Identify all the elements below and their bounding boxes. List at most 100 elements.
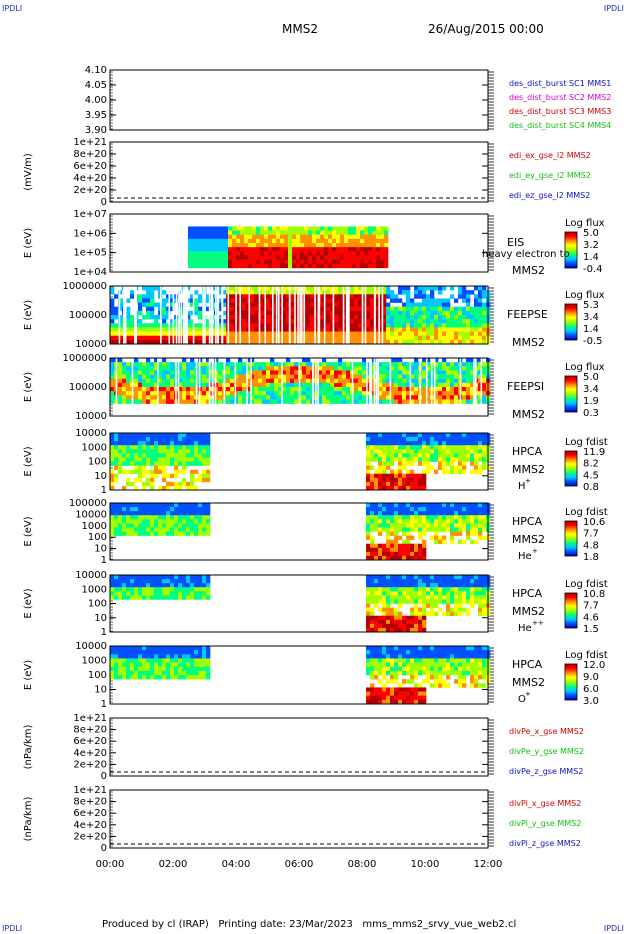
panel-eis-cell (216, 247, 221, 252)
panel-feepsi-cell (150, 382, 155, 388)
panel-feepsi-cell (162, 370, 167, 375)
panel-hpca_he-cell (458, 519, 463, 524)
panel-hpca_h-cell (390, 457, 395, 462)
panel-hpca_h-cell (138, 465, 143, 470)
panel-feepsi-cell (482, 387, 487, 392)
panel-feepse-cell (294, 335, 299, 341)
panel-hpca_he-cell (418, 523, 423, 528)
panel-feepsi-cell (322, 374, 327, 380)
panel-feepse-cell (358, 290, 363, 295)
panel-eis-cell (304, 230, 309, 236)
panel-hpca_hepp-cell (426, 595, 431, 600)
panel-hpca_h-cell (450, 433, 455, 438)
panel-feepsi-cell (182, 399, 187, 404)
panel-feepsi-cell (450, 391, 455, 396)
panel-hpca_he-cell (366, 547, 371, 553)
panel-hpca_he-cell (186, 523, 191, 528)
panel-feepsi-cell (122, 399, 127, 404)
panel-hpca_hepp-cell (370, 583, 375, 588)
panel-ephem-ytick-label: 3.95 (85, 110, 107, 121)
panel-feepse-cell (278, 306, 283, 312)
panel-hpca_hepp-cell (366, 583, 371, 588)
panel-hpca_h-cell (482, 437, 487, 442)
panel-hpca_hepp-ytick-label: 1000 (82, 584, 107, 595)
panel-eis-cell (224, 251, 229, 256)
panel-hpca_h-cell (430, 465, 435, 470)
panel-feepsi-cell (230, 391, 235, 396)
panel-feepse-cell (362, 319, 367, 324)
panel-feepse-cell (178, 323, 183, 328)
panel-hpca_he-cell (366, 511, 371, 516)
panel-hpca_he-cell (446, 519, 451, 524)
panel-hpca_he-cell (414, 511, 419, 516)
panel-feepse-cell (394, 327, 399, 332)
panel-feepse-cell (278, 290, 283, 295)
panel-eis-cell (304, 238, 309, 244)
panel-hpca_he-cell (142, 515, 147, 520)
panel-eis-cell (228, 251, 233, 256)
panel-feepsi-cell (126, 395, 131, 400)
panel-feepse-cell (110, 335, 115, 341)
panel-hpca_hepp-cell (118, 583, 123, 588)
panel-eis-cell (224, 238, 229, 244)
panel-hpca_hepp-cell (418, 579, 423, 584)
panel-feepsi-cell (246, 391, 251, 396)
panel-hpca_he-cell (170, 511, 175, 516)
panel-feepse-cell (386, 331, 391, 337)
panel-hpca_he-cell (398, 555, 403, 561)
panel-feepse-cell (434, 310, 439, 316)
panel-hpca_he-cell (170, 531, 175, 536)
panel-eis-cell (308, 251, 313, 256)
panel-feepse-cell (434, 298, 439, 303)
panel-hpca_hepp-cell (442, 575, 447, 580)
panel-feepse-cell (478, 294, 483, 299)
panel-feepse-cell (198, 331, 203, 337)
panel-feepse-cell (378, 294, 383, 299)
panel-hpca_h-cell (426, 461, 431, 466)
panel-hpca_he-cell (458, 531, 463, 536)
panel-hpca_hepp-cell (390, 591, 395, 596)
panel-feepse-cell (374, 290, 379, 295)
panel-feepse-cell (266, 290, 271, 295)
panel-hpca_he-cell (446, 515, 451, 520)
panel-feepsi-cell (182, 382, 187, 388)
panel-hpca_h-cell (394, 477, 399, 483)
panel-feepsi-cell (266, 378, 271, 384)
panel-feepse-cell (442, 302, 447, 308)
panel-eis-cell (204, 247, 209, 252)
panel-feepsi-cell (246, 370, 251, 375)
panel-hpca_h-cell (374, 481, 379, 487)
panel-hpca_h-cell (118, 433, 123, 438)
panel-feepsi-cell (154, 358, 159, 363)
panel-feepse-ytick-label: 1000000 (62, 281, 107, 292)
panel-feepse-cell (178, 302, 183, 308)
panel-eis-cell (280, 263, 285, 269)
panel-eis-cell (384, 251, 389, 256)
panel-hpca_hepp-cell (150, 575, 155, 580)
panel-feepsi-cell (362, 395, 367, 400)
panel-hpca_he-cell (422, 503, 427, 508)
panel-hpca_he-cell (370, 507, 375, 512)
panel-eis-cell (216, 259, 221, 265)
panel-feepse-cell (310, 310, 315, 316)
panel-hpca_h-cell (122, 485, 127, 491)
panel-eis-cell (348, 238, 353, 244)
panel-feepsi-cell (390, 399, 395, 404)
panel-feepse-data-gap (289, 286, 291, 344)
panel-eis-cell (192, 234, 197, 240)
panel-hpca_h-cell (202, 453, 207, 458)
panel-feepsi-cell (126, 378, 131, 384)
panel-feepse-cell (294, 290, 299, 295)
panel-feepse-cell (294, 315, 299, 320)
panel-feepse-cell (418, 335, 423, 341)
panel-eis-cell (244, 251, 249, 256)
panel-feepse-cell (262, 286, 267, 291)
panel-eis-cell (352, 259, 357, 265)
panel-hpca_he-cell (382, 507, 387, 512)
panel-hpca_h-cell (118, 441, 123, 446)
panel-feepsi-cell (318, 378, 323, 384)
panel-feepsi-cell (242, 366, 247, 371)
panel-feepse-cell (358, 310, 363, 316)
panel-feepse-cell (146, 310, 151, 316)
panel-feepsi-cell (110, 395, 115, 400)
